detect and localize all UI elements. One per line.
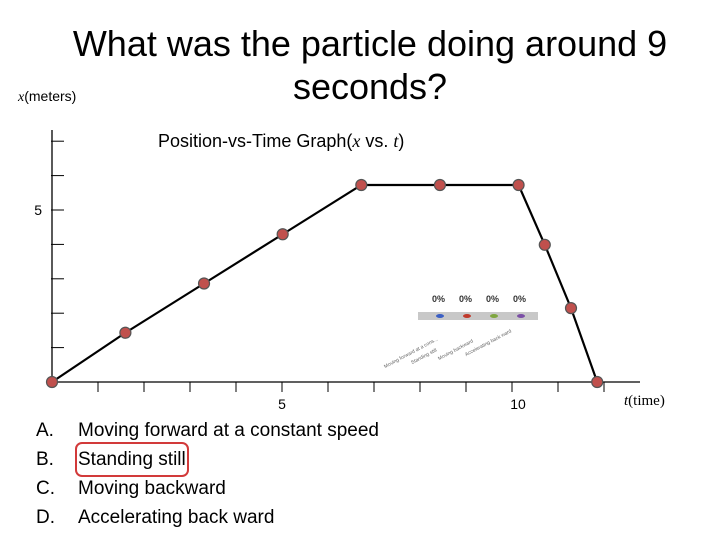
y-axis-unit: (meters) <box>24 88 77 104</box>
subtitle-t-variable: t <box>393 131 399 151</box>
poll-percentage: 0% <box>513 294 527 304</box>
poll-marker <box>436 314 444 318</box>
data-point <box>197 277 211 290</box>
poll-marker <box>490 314 498 318</box>
y-axis-label: x(meters) <box>18 88 76 106</box>
poll-percentage: 0% <box>486 294 500 304</box>
poll-percentage: 0% <box>432 294 446 304</box>
answer-choices: A. Moving forward at a constant speed B. St… <box>36 416 379 532</box>
y-axis-variable: x <box>18 90 25 105</box>
x-axis-label: t(time) <box>624 392 665 410</box>
poll-widget: 0% 0% 0% 0% Moving forward at a cons... Stand… <box>378 290 538 376</box>
x-axis-variable: t <box>624 393 629 409</box>
data-point <box>433 178 447 192</box>
data-point <box>119 326 132 339</box>
data-point <box>276 228 289 241</box>
data-point <box>564 302 578 315</box>
x-axis-unit: (time) <box>628 393 665 409</box>
position-line <box>51 183 599 383</box>
answer-letter: D. <box>36 507 55 528</box>
chart-subtitle: Position-vs-Time Graph(x vs. t) <box>158 131 404 152</box>
answer-letter: A. <box>36 420 54 441</box>
answer-text: Accelerating back ward <box>78 507 275 528</box>
answer-letter: C. <box>36 478 55 499</box>
data-point <box>512 178 525 192</box>
answer-text: Standing still <box>75 442 189 477</box>
subtitle-vs: vs. <box>360 131 394 151</box>
subtitle-text: Position-vs-Time Graph( <box>158 131 353 151</box>
data-point <box>355 178 368 192</box>
y-tick-label: 5 <box>34 202 42 218</box>
poll-marker <box>463 314 471 318</box>
slide-title: What was the particle doing around 9 sec… <box>72 23 668 107</box>
answer-text: Moving backward <box>78 478 226 499</box>
answer-option[interactable]: B. Standing still <box>36 442 379 477</box>
data-point <box>538 238 551 251</box>
answer-option[interactable]: D. Accelerating back ward <box>36 503 379 532</box>
answer-text: Moving forward at a constant speed <box>78 420 380 441</box>
poll-marker <box>517 314 525 318</box>
poll-results-bar <box>418 312 538 320</box>
subtitle-close: ) <box>398 131 405 151</box>
poll-percentage: 0% <box>459 294 473 304</box>
data-point <box>591 375 604 389</box>
data-point <box>45 375 59 389</box>
x-tick-label: 10 <box>510 396 526 412</box>
x-tick-label: 5 <box>278 396 286 412</box>
answer-option[interactable]: A. Moving forward at a constant speed <box>36 416 379 445</box>
answer-letter: B. <box>36 449 54 470</box>
subtitle-x-variable: x <box>352 131 361 151</box>
answer-option[interactable]: C. Moving backward <box>36 474 379 503</box>
